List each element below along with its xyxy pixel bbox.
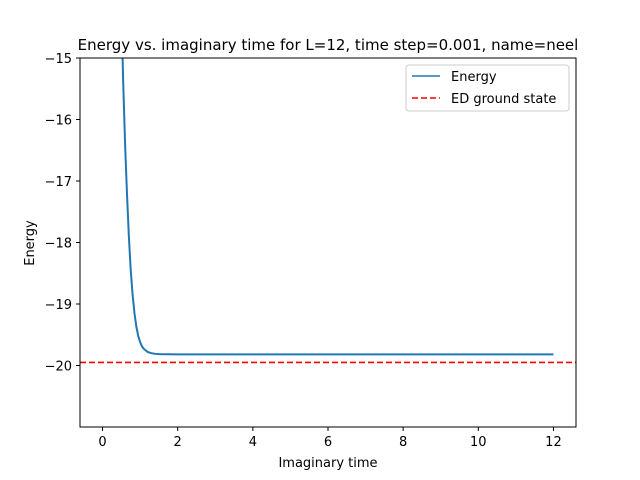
y-tick-label: −17 — [45, 175, 72, 190]
x-tick-label: 12 — [545, 435, 562, 450]
y-tick-label: −18 — [45, 237, 72, 252]
x-tick-label: 8 — [399, 435, 407, 450]
legend-ed-ground-state-label: ED ground state — [451, 92, 556, 107]
x-tick-label: 2 — [174, 435, 182, 450]
x-tick-label: 6 — [324, 435, 332, 450]
y-tick-label: −16 — [45, 114, 72, 129]
x-axis-label: Imaginary time — [278, 456, 377, 471]
y-tick-label: −20 — [45, 360, 72, 375]
x-tick-label: 4 — [249, 435, 257, 450]
y-tick-label: −15 — [45, 52, 72, 67]
legend-energy-label: Energy — [451, 70, 497, 85]
x-tick-label: 0 — [98, 435, 106, 450]
chart-title: Energy vs. imaginary time for L=12, time… — [78, 36, 579, 54]
legend: Energy ED ground state — [406, 65, 569, 111]
y-tick-label: −19 — [45, 298, 72, 313]
x-tick-label: 10 — [470, 435, 487, 450]
y-axis-label: Energy — [23, 220, 38, 266]
